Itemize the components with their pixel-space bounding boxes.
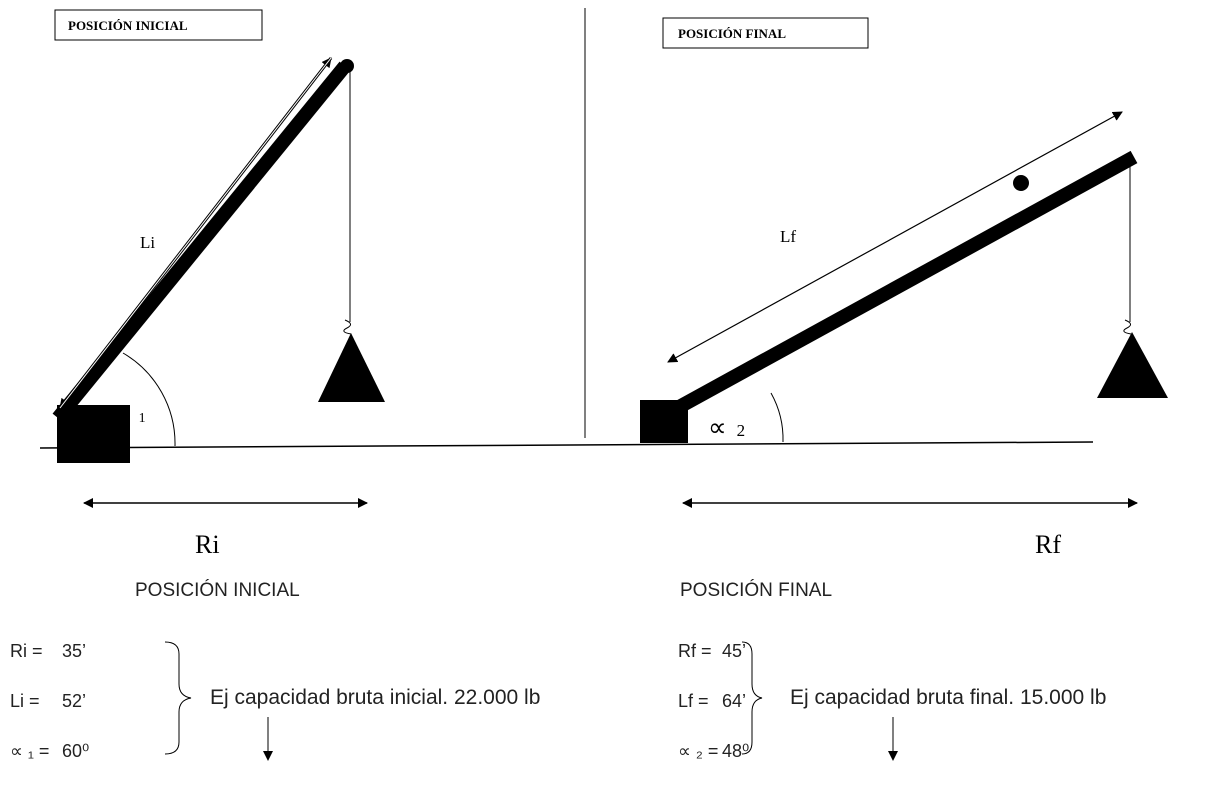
angle-symbol: ∝ (112, 399, 131, 428)
ground (39, 441, 1094, 449)
box-label: POSICIÓN INICIAL (68, 18, 188, 33)
box-label: POSICIÓN FINAL (678, 26, 786, 41)
brace (164, 641, 192, 755)
label-box (662, 17, 869, 49)
hook (1123, 319, 1132, 335)
load (1097, 332, 1168, 398)
label-box (54, 9, 263, 41)
hook (343, 319, 352, 335)
specs-heading: POSICIÓN FINAL (680, 579, 832, 601)
angle-label: ∝ 2 (708, 413, 745, 442)
angle-subscript: 2 (737, 421, 746, 440)
spec-value: 48⁰ (722, 741, 749, 761)
spec-note: Ej capacidad bruta inicial. 22.000 lb (210, 686, 540, 709)
specs-heading: POSICIÓN INICIAL (135, 579, 300, 601)
length-label: Lf (780, 227, 796, 246)
spec-label: ∝ ₂ = (678, 741, 718, 761)
radius-label: Rf (1035, 530, 1061, 559)
length-label: Li (140, 233, 155, 252)
spec-label: Rf = (678, 641, 712, 661)
load-dot (1013, 175, 1029, 191)
spec-label: Li = (10, 691, 40, 711)
angle-label: ∝ 1 (112, 399, 146, 428)
load (318, 333, 385, 402)
spec-value: 60⁰ (62, 741, 89, 761)
spec-value: 52’ (62, 691, 86, 711)
brace (741, 641, 763, 755)
spec-label: Lf = (678, 691, 709, 711)
angle-arc (122, 352, 176, 447)
spec-value: 45’ (722, 641, 746, 661)
spec-label: ∝ ₁ = (10, 741, 49, 761)
boom-tip (340, 59, 354, 73)
angle-arc (770, 392, 784, 443)
length-arrow-inner (59, 57, 332, 409)
boom (52, 61, 351, 423)
spec-value: 35’ (62, 641, 86, 661)
angle-subscript: 1 (139, 411, 146, 426)
spec-note: Ej capacidad bruta final. 15.000 lb (790, 686, 1106, 709)
spec-label: Ri = (10, 641, 43, 661)
length-arrow (667, 111, 1123, 363)
boom (666, 150, 1138, 419)
radius-label: Ri (195, 530, 220, 559)
angle-symbol: ∝ (708, 413, 727, 442)
spec-value: 64’ (722, 691, 746, 711)
